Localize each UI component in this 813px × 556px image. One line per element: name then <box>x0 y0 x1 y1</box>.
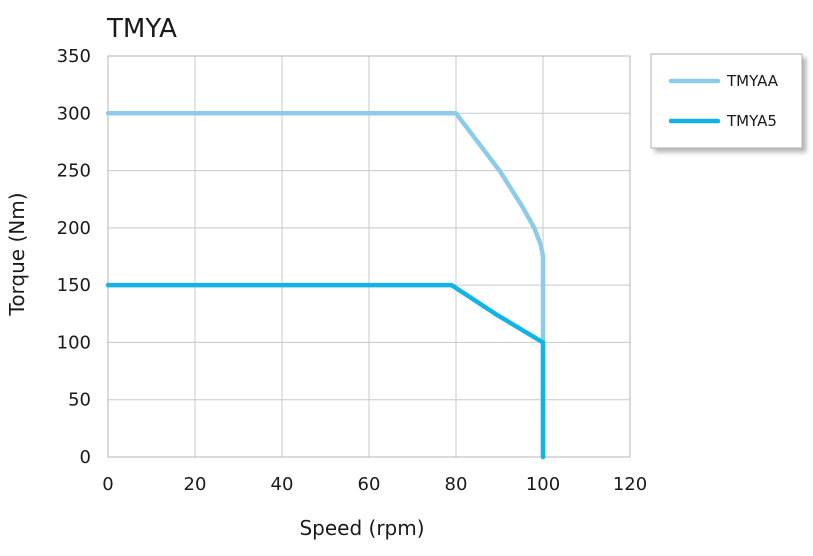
y-tick-label: 0 <box>80 447 91 468</box>
legend-box <box>650 53 803 149</box>
y-tick-label: 200 <box>57 218 91 239</box>
y-tick-label: 50 <box>68 390 91 411</box>
x-tick-label: 80 <box>445 474 468 495</box>
x-tick-label: 120 <box>613 474 647 495</box>
y-tick-label: 300 <box>57 103 91 124</box>
x-tick-label: 20 <box>184 474 207 495</box>
x-tick-label: 60 <box>358 474 381 495</box>
y-tick-label: 250 <box>57 161 91 182</box>
legend-label-tmya5: TMYA5 <box>726 112 777 130</box>
legend-label-tmyaa: TMYAA <box>726 72 779 90</box>
series-line-tmya5 <box>105 282 546 460</box>
y-tick-labels: 0 50 100 150 200 250 300 350 <box>57 46 91 468</box>
plot-frame <box>107 55 631 458</box>
x-tick-label: 0 <box>102 474 113 495</box>
y-tick-label: 350 <box>57 46 91 67</box>
series-lines <box>105 111 546 460</box>
chart-title: TMYA <box>106 14 177 44</box>
y-tick-label: 100 <box>57 332 91 353</box>
x-axis-label: Speed (rpm) <box>299 516 424 540</box>
legend: TMYAA TMYA5 <box>650 53 803 149</box>
x-tick-label: 40 <box>271 474 294 495</box>
series-line-tmyaa <box>105 111 546 460</box>
y-tick-label: 150 <box>57 275 91 296</box>
x-tick-label: 100 <box>526 474 560 495</box>
grid-lines <box>107 55 631 458</box>
x-tick-labels: 0 20 40 60 80 100 120 <box>102 474 647 495</box>
y-axis-label: Torque (Nm) <box>5 192 29 316</box>
